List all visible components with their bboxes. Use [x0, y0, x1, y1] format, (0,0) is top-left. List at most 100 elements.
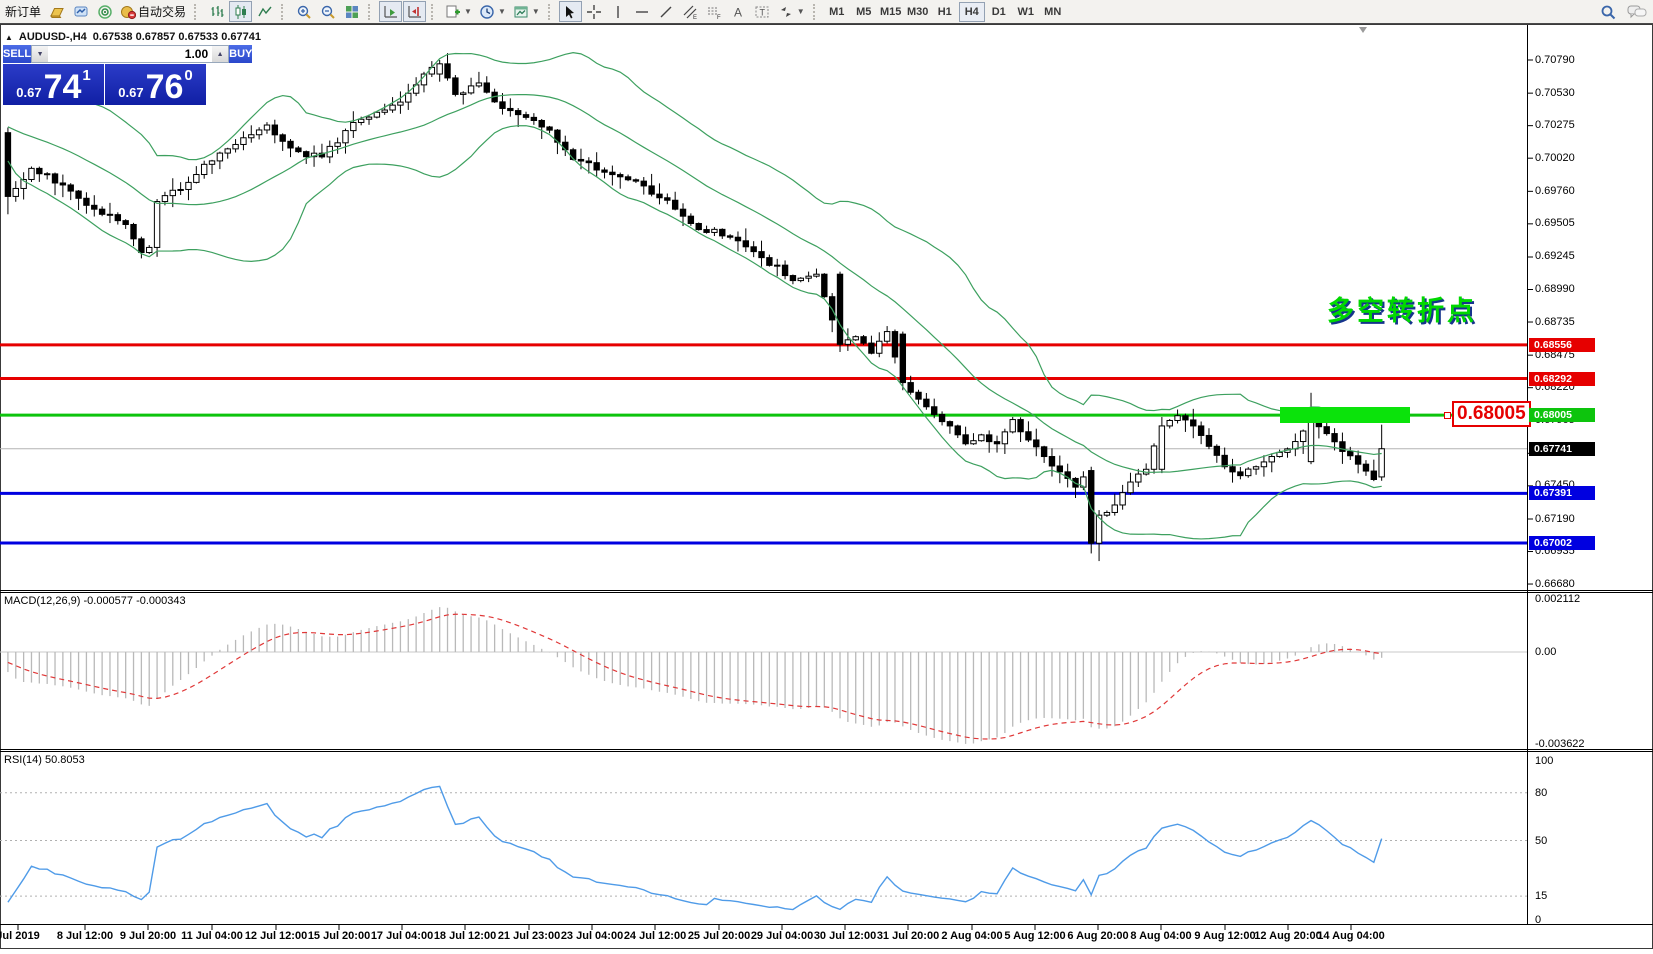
- sell-button[interactable]: SELL: [3, 45, 32, 63]
- new-order-label: 新订单: [5, 5, 42, 19]
- price-axis[interactable]: 0.70790 0.70530 0.70275 0.70020 0.69760 0.695…: [1528, 25, 1653, 926]
- auto-trading-icon: [120, 4, 137, 20]
- rsi-tick-label: 0: [1535, 913, 1542, 926]
- timeframe-button-m5[interactable]: M5: [856, 5, 872, 18]
- fibonacci-button[interactable]: F: [703, 1, 726, 22]
- timeframe-button-m1[interactable]: M1: [829, 5, 845, 18]
- templates-button[interactable]: ▼: [510, 1, 543, 22]
- price-tick-label: 0.70530: [1535, 86, 1575, 99]
- macd-tick-label: -0.003622: [1535, 737, 1585, 750]
- horizontal-line-button[interactable]: [631, 1, 654, 22]
- tile-windows-button[interactable]: [340, 1, 363, 22]
- svg-text:T: T: [760, 7, 766, 17]
- new-chart-icon: [445, 4, 461, 20]
- toolbar-drag-handle[interactable]: [547, 3, 554, 20]
- price-badge: 0.68005: [1529, 408, 1595, 423]
- price-tick-label: 0.68990: [1535, 283, 1575, 295]
- volume-decrease-button[interactable]: ▼: [32, 46, 49, 62]
- buy-button[interactable]: BUY: [229, 45, 253, 63]
- chart-annotation-text: 多空转折点: [1327, 296, 1477, 326]
- toolbar-drag-handle[interactable]: [812, 3, 819, 20]
- symbol-ohlc: 0.67538 0.67857 0.67533 0.67741: [92, 31, 261, 43]
- timeframe-group: M1 M5 M15 M30 H1 H4 D1 W1 MN: [824, 1, 1066, 22]
- candlestick-chart-button[interactable]: [229, 1, 253, 22]
- zoom-out-button[interactable]: [316, 1, 339, 22]
- bar-chart-button[interactable]: [205, 1, 228, 22]
- search-icon[interactable]: [1600, 4, 1617, 21]
- new-chart-button[interactable]: ▼: [442, 1, 475, 22]
- trendline-button[interactable]: [655, 1, 678, 22]
- toolbar-drag-handle[interactable]: [368, 3, 374, 20]
- time-tick-label: 8 Aug 04:00: [1130, 930, 1192, 942]
- time-axis[interactable]: Jul 2019 8 Jul 12:00 9 Jul 20:00 11 Jul 04:…: [0, 926, 1528, 949]
- fibonacci-icon: F: [706, 4, 722, 20]
- buy-price-display[interactable]: 0.67 76 0: [105, 64, 206, 105]
- timeframe-button-h4[interactable]: H4: [958, 1, 985, 22]
- profiles-button[interactable]: [45, 1, 68, 22]
- timeframe-button-w1[interactable]: W1: [1017, 5, 1034, 18]
- macd-label: MACD(12,26,9) -0.000577 -0.000343: [4, 595, 186, 607]
- timeframe-button-h1[interactable]: H1: [937, 5, 952, 18]
- time-tick-label: 5 Aug 12:00: [1004, 930, 1066, 942]
- crosshair-button[interactable]: [583, 1, 606, 22]
- equidistant-channel-icon: E: [682, 4, 698, 20]
- chat-icon[interactable]: [1627, 4, 1647, 20]
- time-tick-label: 31 Jul 20:00: [876, 930, 940, 942]
- arrows-button[interactable]: ▼: [775, 1, 808, 22]
- price-tick-label: 0.67190: [1535, 512, 1575, 525]
- toolbar-drag-handle[interactable]: [194, 3, 200, 20]
- periods-button[interactable]: ▼: [476, 1, 509, 22]
- time-tick-label: 21 Jul 23:00: [497, 930, 561, 942]
- toolbar-drag-handle[interactable]: [281, 3, 287, 20]
- cursor-icon: [562, 4, 578, 20]
- equidistant-channel-button[interactable]: E: [679, 1, 702, 22]
- text-button[interactable]: A: [727, 1, 750, 22]
- timeframe-button-mn[interactable]: MN: [1044, 5, 1062, 18]
- vertical-line-button[interactable]: [607, 1, 630, 22]
- timeframe-button-m15[interactable]: M15: [880, 5, 902, 18]
- text-label-button[interactable]: T: [751, 1, 774, 22]
- price-badge: 0.68556: [1529, 337, 1595, 352]
- auto-scroll-button[interactable]: [379, 1, 403, 22]
- zoom-in-icon: [296, 4, 312, 20]
- market-watch-button[interactable]: [69, 1, 92, 22]
- new-order-button[interactable]: 新订单: [2, 1, 44, 22]
- sell-price-display[interactable]: 0.67 74 1: [3, 64, 104, 105]
- cursor-button[interactable]: [558, 1, 582, 22]
- price-flag-connector: [1444, 412, 1451, 419]
- time-tick-label: 29 Jul 04:00: [750, 930, 814, 942]
- main-toolbar: 新订单 自动交易: [0, 0, 1653, 24]
- dropdown-arrow-icon: ▼: [464, 7, 472, 16]
- volume-input[interactable]: [48, 46, 213, 62]
- price-flag-label: 0.68005: [1452, 401, 1531, 427]
- bar-chart-icon: [209, 4, 225, 20]
- line-chart-icon: [257, 4, 273, 20]
- signals-button[interactable]: [93, 1, 116, 22]
- toolbar-drag-handle[interactable]: [431, 3, 437, 20]
- time-tick-label: 6 Aug 20:00: [1067, 930, 1129, 942]
- trendline-icon: [658, 4, 674, 20]
- line-chart-button[interactable]: [253, 1, 276, 22]
- price-tick-label: 0.69245: [1535, 250, 1575, 263]
- time-tick-label: 12 Jul 12:00: [244, 930, 308, 942]
- auto-trading-button[interactable]: 自动交易: [117, 1, 189, 22]
- price-tick-label: 0.66680: [1535, 577, 1575, 590]
- buy-price-small: 0.67: [118, 85, 144, 100]
- buy-price-sup: 0: [184, 67, 193, 84]
- timeframe-button-d1[interactable]: D1: [991, 5, 1006, 18]
- timeframe-button-m30[interactable]: M30: [907, 5, 929, 18]
- time-tick-label: Jul 2019: [0, 930, 40, 942]
- time-tick-label: 24 Jul 12:00: [623, 930, 687, 942]
- symbol-arrow-icon: ▲: [5, 32, 13, 42]
- volume-increase-button[interactable]: ▲: [212, 46, 229, 62]
- zoom-in-button[interactable]: [292, 1, 315, 22]
- dropdown-arrow-icon: ▼: [796, 7, 805, 16]
- rsi-tick-label: 50: [1535, 834, 1548, 847]
- price-tick-label: 0.70275: [1535, 119, 1575, 132]
- time-tick-label: 9 Jul 20:00: [119, 930, 177, 942]
- template-icon: [513, 4, 529, 20]
- time-tick-label: 9 Aug 12:00: [1194, 930, 1256, 942]
- svg-text:F: F: [717, 15, 721, 20]
- chart-shift-button[interactable]: [403, 1, 427, 22]
